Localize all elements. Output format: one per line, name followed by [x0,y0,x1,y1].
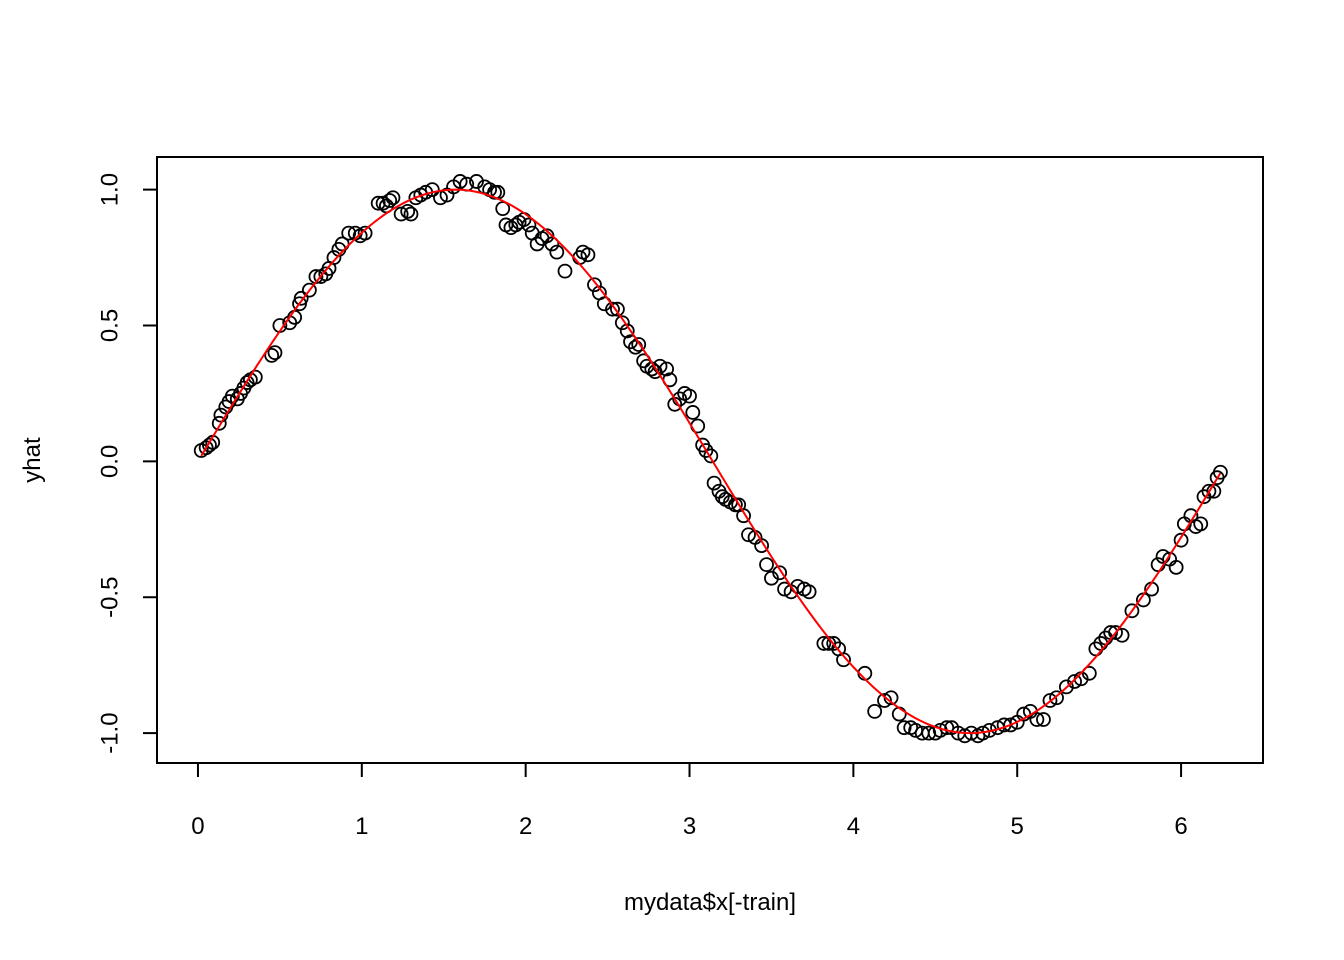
x-tick-label: 3 [683,813,696,840]
data-point [393,206,409,222]
y-tick-label: 0.0 [97,445,124,478]
data-point [754,538,770,554]
y-axis-title: yhat [19,437,46,483]
y-tick-label: -0.5 [97,577,124,618]
data-point [772,565,788,581]
x-tick-label: 5 [1011,813,1024,840]
data-point [1067,674,1082,689]
data-point [521,217,537,233]
data-point [301,282,317,298]
data-point [610,301,625,317]
data-point [403,206,419,222]
data-point [801,584,817,600]
data-point [685,405,701,420]
y-tick-label: 1.0 [97,173,124,206]
x-axis: 0 1 2 3 4 5 6 [191,762,1188,840]
data-point [1108,625,1123,640]
data-point [1193,516,1209,532]
data-point [706,475,722,491]
data-point [891,706,907,722]
data-point [605,301,620,317]
data-point [557,263,573,279]
x-tick-label: 4 [847,813,860,840]
data-point [736,508,751,524]
data-points [193,174,1228,744]
data-point [1042,693,1058,708]
data-point [267,345,283,361]
data-point [741,527,756,543]
data-point [703,448,719,464]
y-tick-label: -1.0 [97,712,124,753]
data-point [580,247,596,263]
data-point [293,290,309,306]
data-point [1212,464,1228,480]
data-point [326,250,342,265]
x-axis-title: mydata$x[-train] [624,889,796,916]
y-axis: -1.0 -0.5 0.0 0.5 1.0 [97,173,158,754]
data-point [1036,712,1051,727]
y-tick-label: 0.5 [97,309,124,342]
data-point [836,652,851,668]
x-tick-label: 0 [191,813,204,840]
x-tick-label: 1 [355,813,368,840]
x-tick-label: 2 [519,813,532,840]
data-point [682,388,697,404]
data-point [385,190,401,206]
data-point [877,693,892,708]
data-point [631,337,647,352]
data-point [424,182,440,198]
data-point [357,225,373,241]
data-point [211,415,227,431]
data-point [1049,690,1064,706]
data-point [549,244,565,260]
data-point [202,437,217,453]
data-point [1029,712,1045,727]
data-point [1114,627,1130,643]
data-point [544,236,560,252]
data-point [452,174,468,189]
data-point [759,557,774,573]
data-point [816,636,832,651]
data-point [1124,603,1140,619]
data-point [614,315,630,331]
data-point [264,347,280,363]
data-point [382,193,398,208]
data-point [1168,559,1184,575]
data-point [587,277,602,293]
data-point [1081,665,1097,681]
x-tick-label: 6 [1174,813,1187,840]
data-point [400,203,416,219]
data-point [495,201,511,217]
data-point [867,703,883,719]
data-point [1003,717,1019,733]
data-point [1173,532,1189,548]
data-point [1201,483,1217,499]
plot-frame [156,156,1264,764]
fit-line [200,188,1222,735]
data-point [659,361,674,377]
